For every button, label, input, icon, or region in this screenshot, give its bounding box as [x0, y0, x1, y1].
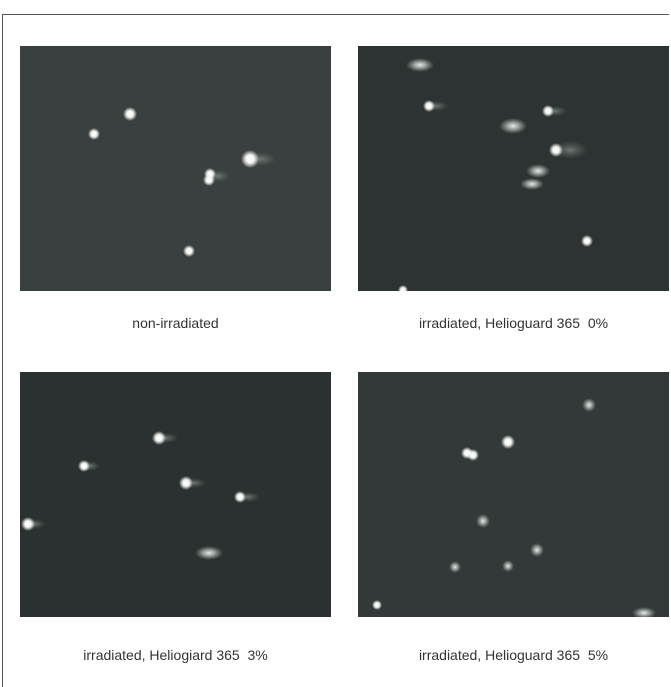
caption: irradiated, Helioguard 365 0%	[358, 314, 669, 332]
micrograph	[20, 372, 331, 617]
caption: irradiated, Heliogiard 365 3%	[20, 646, 331, 664]
background	[20, 46, 331, 291]
cell	[152, 431, 166, 445]
cell	[526, 164, 550, 178]
background	[358, 46, 669, 291]
cell	[21, 517, 35, 531]
cell	[203, 174, 215, 186]
cell	[581, 235, 593, 247]
cell	[179, 476, 193, 490]
cell	[542, 105, 554, 117]
cell	[241, 150, 259, 168]
caption: irradiated, Helioguard 365 5%	[358, 646, 669, 664]
cell	[123, 107, 137, 121]
cell	[530, 543, 544, 557]
cell	[476, 514, 490, 528]
background	[20, 372, 331, 617]
cell	[195, 546, 223, 560]
cell	[449, 561, 461, 573]
cell	[499, 118, 527, 134]
cell	[183, 245, 195, 257]
cell	[582, 398, 596, 412]
background	[358, 372, 669, 617]
cell	[406, 58, 434, 72]
page: {"panels": [ {"caption": "non-irradiated…	[0, 0, 671, 687]
cell	[549, 143, 563, 157]
cell	[520, 178, 544, 190]
cell	[502, 560, 514, 572]
cell	[88, 128, 100, 140]
cell	[372, 600, 382, 610]
caption: non-irradiated	[20, 314, 331, 332]
micrograph	[358, 372, 669, 617]
cell	[423, 100, 435, 112]
cell	[78, 460, 90, 472]
cell	[467, 449, 479, 461]
cell	[234, 491, 246, 503]
micrograph	[20, 46, 331, 291]
micrograph	[358, 46, 669, 291]
cell	[501, 435, 515, 449]
